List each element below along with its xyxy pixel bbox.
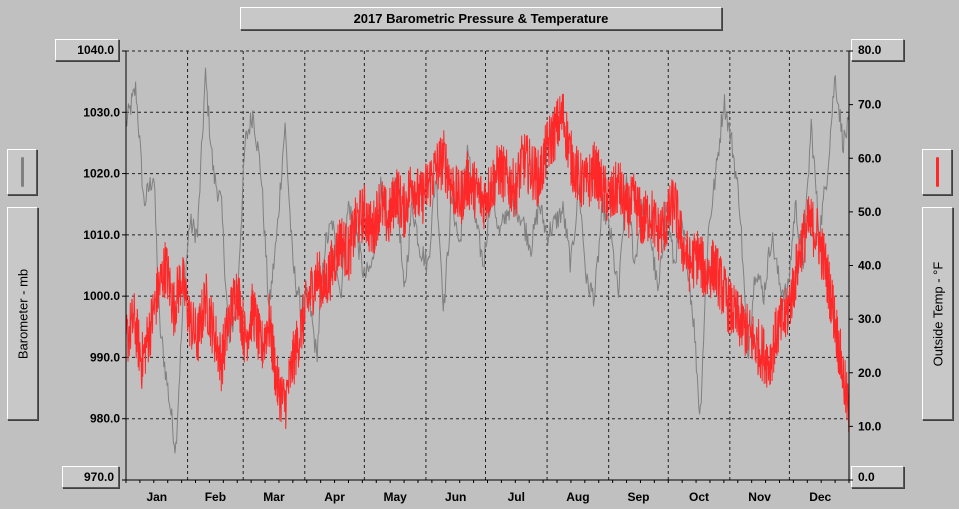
month-tick-label: Aug xyxy=(566,490,589,504)
month-tick-label: Mar xyxy=(263,490,285,504)
month-tick-label: Sep xyxy=(627,490,649,504)
month-tick-label: Oct xyxy=(689,490,709,504)
month-tick-label: May xyxy=(383,490,407,504)
chart-title-box: 2017 Barometric Pressure & Temperature xyxy=(240,7,722,30)
right-axis-tick-label: 10.0 xyxy=(858,419,882,433)
right-axis-tick-label: 50.0 xyxy=(858,205,882,219)
temperature-legend-swatch xyxy=(922,149,952,195)
month-tick-label: Jun xyxy=(445,490,466,504)
month-tick-label: Feb xyxy=(205,490,226,504)
month-tick-label: Nov xyxy=(748,490,771,504)
right-axis-tick-label: 70.0 xyxy=(858,98,882,112)
month-tick-label: Dec xyxy=(809,490,831,504)
barometer-legend-line xyxy=(20,157,24,187)
left-axis-max-label: 1040.0 xyxy=(77,43,114,57)
right-axis-tick-label: 60.0 xyxy=(858,151,882,165)
right-axis-min-label: 0.0 xyxy=(858,470,875,484)
barometer-legend-swatch xyxy=(7,149,37,195)
left-axis-max-box: 1040.0 xyxy=(55,39,119,61)
plot-area xyxy=(126,51,849,480)
left-axis-min-label: 970.0 xyxy=(83,470,114,484)
left-axis-tick-label: 1020.0 xyxy=(83,167,120,181)
right-axis-tick-label: 20.0 xyxy=(858,366,882,380)
left-axis-min-box: 970.0 xyxy=(62,466,119,488)
right-axis-max-label: 80.0 xyxy=(858,43,882,57)
barometer-series-line xyxy=(125,67,850,454)
chart-title: 2017 Barometric Pressure & Temperature xyxy=(353,11,609,26)
temperature-legend-line xyxy=(935,157,939,187)
left-axis-tick-label: 980.0 xyxy=(90,412,120,426)
month-tick-label: Apr xyxy=(324,490,345,504)
month-tick-label: Jan xyxy=(146,490,167,504)
right-axis-max-box: 80.0 xyxy=(851,39,904,61)
right-axis-tick-label: 30.0 xyxy=(858,312,882,326)
temperature-series-line xyxy=(125,93,850,433)
left-axis-tick-label: 1000.0 xyxy=(83,289,120,303)
barometer-legend-label-box: Barometer - mb xyxy=(7,207,38,420)
temperature-legend-label-box: Outside Temp - °F xyxy=(922,207,953,420)
right-axis-tick-label: 40.0 xyxy=(858,259,882,273)
left-axis-tick-label: 990.0 xyxy=(90,350,120,364)
left-axis-tick-label: 1030.0 xyxy=(83,105,120,119)
right-axis-min-box: 0.0 xyxy=(851,466,904,488)
month-tick-label: Jul xyxy=(508,490,525,504)
left-axis-tick-label: 1010.0 xyxy=(83,228,120,242)
